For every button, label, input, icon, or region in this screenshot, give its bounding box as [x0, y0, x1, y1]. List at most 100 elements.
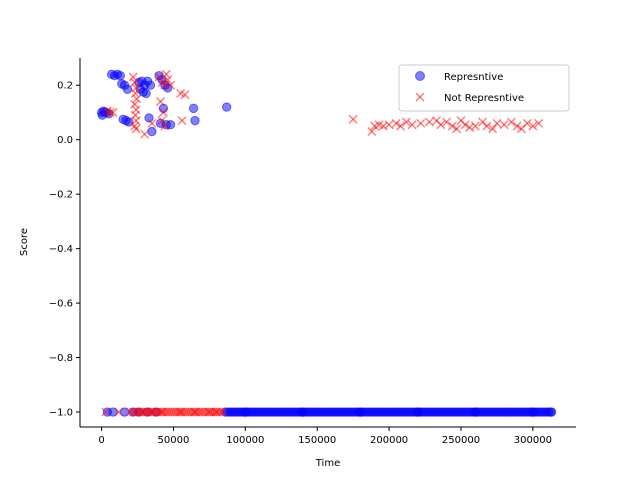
legend-marker-represntive: [415, 71, 425, 81]
data-point: [401, 117, 411, 127]
legend: Represntive Not Represntive: [398, 64, 570, 112]
data-point: [470, 121, 480, 131]
legend-label-not-represntive: Not Represntive: [444, 93, 524, 104]
plot-area: [96, 69, 557, 417]
data-point: [122, 84, 133, 95]
data-point: [108, 107, 118, 117]
data-point: [128, 72, 138, 82]
data-point: [130, 99, 140, 109]
data-point: [115, 71, 125, 81]
data-point: [488, 124, 498, 134]
y-axis-ticks: 0.2 0.0 −0.2 −0.4 −0.6 −0.8 −1.0: [49, 81, 80, 419]
y-tick-label: −0.8: [49, 353, 73, 364]
x-tick-label: 300000: [514, 435, 552, 446]
data-point: [131, 124, 141, 134]
data-point: [407, 120, 417, 130]
y-tick-label: −1.0: [49, 408, 73, 419]
data-point: [160, 121, 170, 131]
data-point: [147, 126, 157, 137]
data-point: [147, 407, 157, 417]
data-point: [452, 124, 462, 134]
data-point: [204, 407, 214, 417]
data-point: [396, 121, 406, 131]
axes-spines: [79, 58, 576, 428]
data-point: [217, 407, 227, 417]
data-point: [161, 69, 171, 79]
data-point: [482, 121, 492, 131]
legend-label-represntive: Represntive: [444, 72, 503, 83]
data-point: [215, 407, 225, 417]
data-point: [154, 72, 164, 82]
y-axis-title: Score: [19, 228, 30, 256]
data-point: [124, 117, 134, 127]
y-tick-label: −0.2: [49, 190, 73, 201]
data-point: [114, 407, 124, 417]
data-point: [165, 120, 176, 130]
data-point: [506, 117, 516, 127]
data-point: [163, 75, 173, 85]
x-axis-ticks: 0 50000 100000 150000 200000 250000 300000: [98, 427, 552, 446]
data-point: [130, 88, 140, 98]
y-tick-label: 0.0: [57, 135, 73, 146]
data-point: [176, 407, 186, 417]
data-point: [367, 126, 377, 137]
data-point: [132, 94, 142, 104]
data-point: [512, 121, 522, 131]
y-tick-label: −0.4: [49, 244, 73, 255]
data-point: [528, 121, 538, 131]
data-point: [105, 107, 115, 117]
data-point: [499, 120, 509, 130]
data-point: [384, 120, 394, 130]
data-point: [413, 407, 423, 417]
data-point: [424, 117, 434, 127]
data-point: [137, 407, 147, 417]
data-point: [108, 407, 118, 417]
data-point: [141, 88, 151, 99]
data-point: [101, 407, 111, 417]
data-point: [546, 407, 557, 417]
data-point: [391, 118, 401, 128]
data-point: [125, 407, 135, 417]
series-represntive: [96, 69, 557, 417]
data-point: [447, 121, 457, 131]
data-point: [147, 118, 157, 128]
data-point: [416, 118, 426, 128]
data-point: [460, 120, 470, 130]
data-point: [130, 77, 140, 88]
data-point: [177, 116, 187, 126]
data-point: [180, 90, 190, 100]
data-point: [240, 407, 251, 417]
data-point: [144, 113, 154, 123]
y-tick-label: −0.6: [49, 299, 73, 310]
data-point: [131, 116, 141, 126]
data-point: [221, 102, 232, 112]
x-tick-label: 200000: [370, 435, 408, 446]
data-point: [355, 407, 366, 417]
data-point: [145, 80, 156, 90]
data-point: [470, 407, 481, 417]
y-tick-label: 0.2: [57, 81, 73, 92]
data-point: [436, 120, 446, 130]
data-point: [157, 116, 167, 126]
series-not-represntive: [101, 69, 544, 417]
data-point: [522, 118, 532, 128]
x-tick-label: 100000: [226, 435, 264, 446]
data-point: [190, 115, 200, 126]
data-point: [140, 129, 150, 139]
data-point: [442, 117, 452, 127]
x-tick-label: 50000: [158, 435, 190, 446]
data-point: [528, 407, 538, 417]
x-axis-title: Time: [315, 458, 340, 469]
data-point: [298, 407, 308, 417]
data-point: [348, 114, 358, 124]
data-point: [158, 107, 168, 117]
data-point: [190, 407, 200, 417]
x-tick-label: 150000: [298, 435, 336, 446]
legend-box: [398, 64, 570, 112]
x-tick-label: 250000: [442, 435, 480, 446]
x-tick-label: 0: [98, 435, 104, 446]
data-point: [534, 118, 544, 128]
data-point: [166, 80, 176, 90]
legend-marker-not-represntive: [415, 92, 425, 102]
